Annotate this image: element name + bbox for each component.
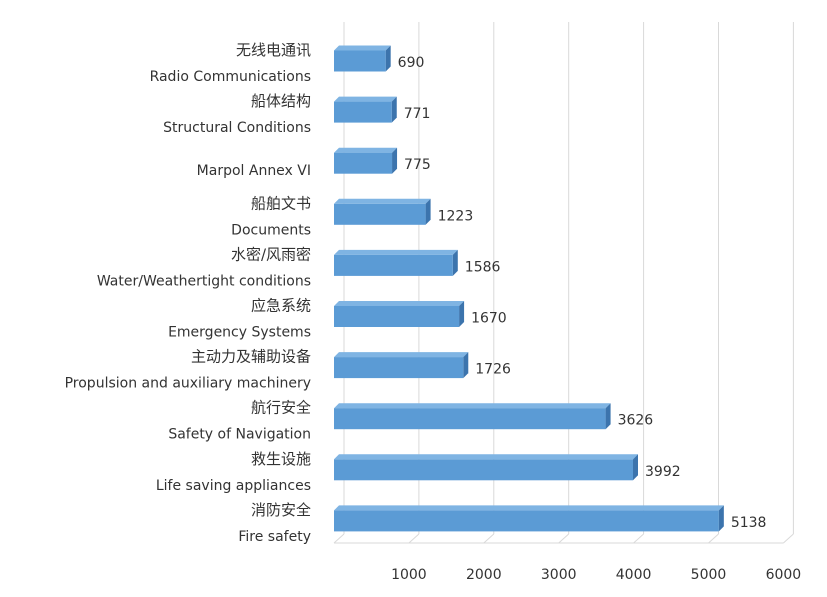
bar-front-face (334, 254, 453, 276)
bar-top-face (334, 301, 465, 306)
bar-5 (334, 301, 465, 327)
bar-front-face (334, 306, 460, 327)
value-label: 1670 (471, 311, 507, 327)
bar-4 (334, 249, 458, 276)
value-label: 1726 (475, 362, 511, 378)
category-label-cn: 救生设施 (251, 450, 311, 468)
floor-gridline-2000 (483, 533, 495, 544)
bar-8 (334, 454, 639, 481)
bar-side-face (391, 96, 397, 123)
floor-gridline-1000 (408, 533, 420, 544)
category-label-cn: 船体结构 (251, 92, 311, 110)
bar-front-face (334, 408, 606, 430)
value-label: 775 (404, 157, 431, 173)
tick-label: 4000 (616, 567, 652, 583)
bar-9 (334, 505, 724, 532)
value-labels: 690 771 775 1223 1586 1670 1726 3626 3992 5138 (398, 55, 767, 531)
category-label-cn: 应急系统 (251, 297, 311, 315)
tick-label: 2000 (466, 567, 502, 583)
bar-front-face (334, 50, 386, 72)
bar-7 (334, 403, 611, 430)
category-label-en: Radio Communications (150, 69, 311, 85)
category-label-en: Marpol Annex VI (197, 163, 311, 179)
bar-front-face (334, 101, 392, 123)
bar-top-face (334, 352, 469, 358)
category-label-en: Emergency Systems (168, 325, 311, 341)
category-label-cn: 航行安全 (251, 399, 311, 417)
bar-top-face (334, 45, 391, 51)
value-label: 1586 (465, 259, 501, 275)
category-label-en: Fire safety (238, 529, 311, 545)
bar-top-face (334, 505, 724, 511)
bar-side-face (385, 45, 391, 72)
bar-front-face (334, 510, 719, 532)
category-label-cn: 主动力及辅助设备 (191, 348, 311, 366)
category-labels: 无线电通讯 Radio Communications 船体结构 Structural … (65, 41, 311, 545)
bar-top-face (334, 147, 398, 153)
bar-top-face (334, 198, 431, 204)
bar-1 (334, 96, 397, 123)
floor-gridline-5000 (708, 533, 719, 544)
tick-label: 5000 (691, 567, 727, 583)
bar-side-face (605, 403, 611, 430)
bar-0 (334, 45, 391, 72)
floor-gridline-4000 (633, 533, 644, 544)
grid-lines (333, 22, 794, 544)
bar-side-face (425, 198, 431, 225)
value-label: 771 (404, 106, 431, 122)
bars (334, 45, 724, 532)
bar-side-face (392, 147, 398, 174)
category-label-en: Documents (231, 222, 311, 238)
category-label-en: Safety of Navigation (168, 427, 311, 443)
bar-front-face (334, 357, 464, 379)
category-label-en: Propulsion and auxiliary machinery (65, 376, 311, 392)
value-label: 3626 (618, 413, 654, 429)
bar-top-face (334, 249, 458, 255)
value-label: 690 (398, 55, 425, 71)
bar-top-face (334, 96, 397, 102)
category-label-cn: 消防安全 (251, 501, 311, 519)
bar-side-face (718, 505, 724, 532)
category-label-cn: 水密/风雨密 (231, 245, 311, 263)
bar-top-face (334, 403, 611, 409)
floor-gridline-3000 (558, 533, 570, 544)
bar-2 (334, 147, 398, 174)
bar-side-face (459, 301, 465, 327)
bar-front-face (334, 203, 426, 225)
tick-label: 1000 (391, 567, 427, 583)
bar-side-face (633, 454, 639, 481)
floor-gridline-6000 (783, 533, 794, 544)
bar-side-face (452, 249, 458, 276)
category-label-cn: 无线电通讯 (236, 41, 311, 59)
bar-side-face (463, 352, 469, 379)
bar-3 (334, 198, 431, 225)
category-label-en: Life saving appliances (156, 478, 311, 494)
category-label-en: Structural Conditions (163, 120, 311, 136)
tick-label: 6000 (766, 567, 802, 583)
category-label-cn: 船舶文书 (251, 194, 311, 212)
value-label: 3992 (645, 464, 681, 480)
bar-top-face (334, 454, 639, 460)
tick-label: 3000 (541, 567, 577, 583)
value-label: 5138 (731, 515, 767, 531)
bar-6 (334, 352, 469, 379)
x-axis-ticks: 1000 2000 3000 4000 5000 6000 (391, 567, 801, 583)
bar-front-face (334, 459, 634, 481)
category-label-en: Water/Weathertight conditions (97, 273, 311, 289)
value-label: 1223 (438, 208, 474, 224)
floor-gridline-0 (333, 533, 345, 544)
bar-front-face (334, 152, 393, 174)
